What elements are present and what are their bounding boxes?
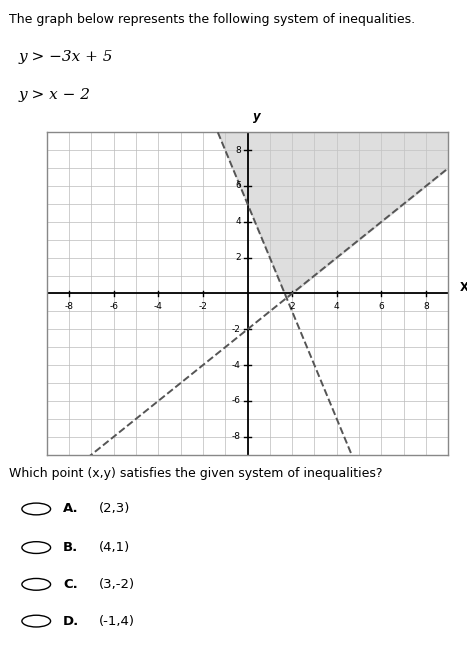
Text: -4: -4 bbox=[232, 361, 241, 370]
Text: 8: 8 bbox=[235, 146, 241, 155]
Text: 4: 4 bbox=[235, 217, 241, 226]
Text: (2,3): (2,3) bbox=[99, 502, 130, 515]
Text: Which point (x,y) satisfies the given system of inequalities?: Which point (x,y) satisfies the given sy… bbox=[9, 467, 383, 480]
Text: X: X bbox=[460, 281, 467, 293]
Text: 2: 2 bbox=[290, 303, 295, 312]
Text: B.: B. bbox=[63, 541, 78, 554]
Text: (-1,4): (-1,4) bbox=[99, 615, 135, 628]
Text: -2: -2 bbox=[232, 325, 241, 334]
Text: -4: -4 bbox=[154, 303, 163, 312]
Text: 8: 8 bbox=[423, 303, 429, 312]
Text: -8: -8 bbox=[232, 432, 241, 441]
Text: -6: -6 bbox=[109, 303, 118, 312]
Text: A.: A. bbox=[63, 502, 79, 515]
Text: D.: D. bbox=[63, 615, 79, 628]
Text: (4,1): (4,1) bbox=[99, 541, 130, 554]
Text: -2: -2 bbox=[198, 303, 207, 312]
Text: 4: 4 bbox=[334, 303, 340, 312]
Text: The graph below represents the following system of inequalities.: The graph below represents the following… bbox=[9, 13, 416, 26]
Text: 6: 6 bbox=[235, 181, 241, 190]
Text: 2: 2 bbox=[235, 253, 241, 262]
Text: -6: -6 bbox=[232, 397, 241, 406]
Text: y: y bbox=[253, 110, 261, 123]
Text: -8: -8 bbox=[64, 303, 73, 312]
Text: 6: 6 bbox=[379, 303, 384, 312]
Text: y > x − 2: y > x − 2 bbox=[18, 88, 90, 103]
Text: (3,-2): (3,-2) bbox=[99, 578, 135, 591]
Text: C.: C. bbox=[63, 578, 78, 591]
Text: y > −3x + 5: y > −3x + 5 bbox=[18, 50, 113, 64]
